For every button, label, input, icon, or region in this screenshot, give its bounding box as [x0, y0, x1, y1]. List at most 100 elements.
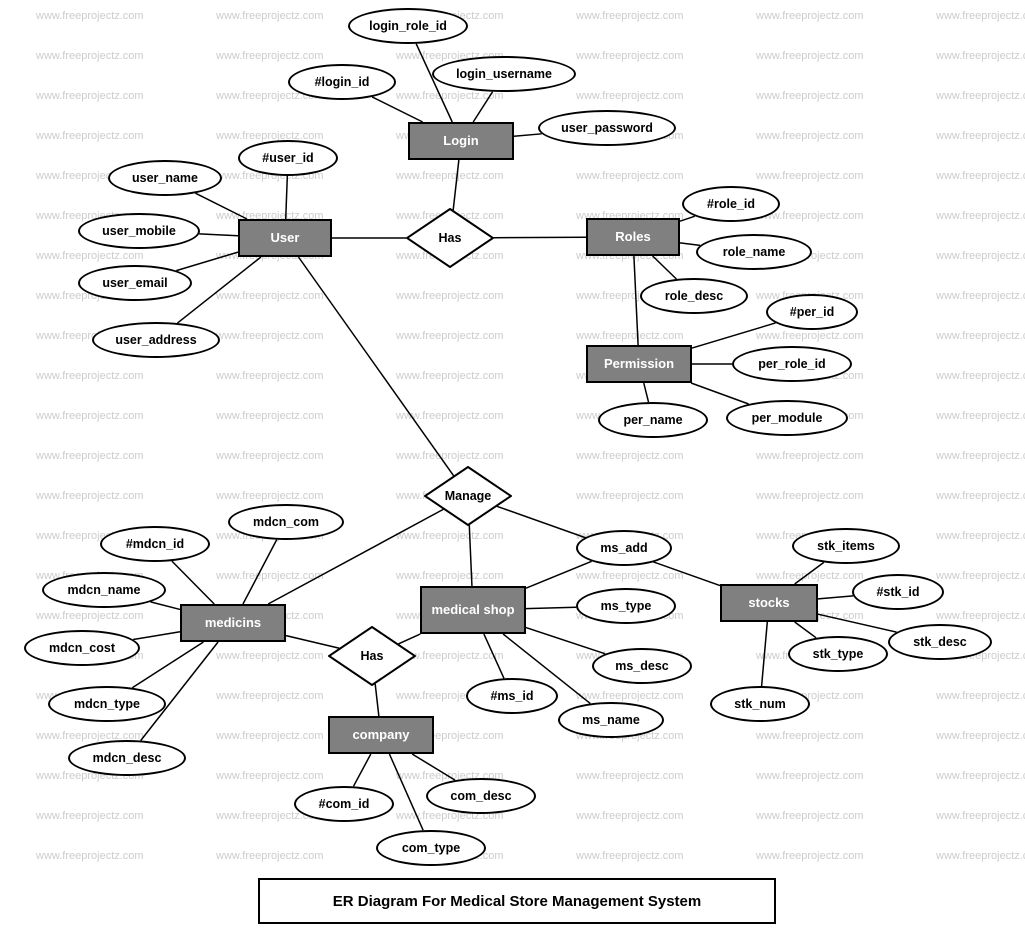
- watermark: www.freeprojectz.com: [216, 50, 324, 62]
- watermark: www.freeprojectz.com: [396, 170, 504, 182]
- watermark: www.freeprojectz.com: [576, 810, 684, 822]
- watermark: www.freeprojectz.com: [936, 610, 1025, 622]
- attr-ms_name: ms_name: [558, 702, 664, 738]
- watermark: www.freeprojectz.com: [36, 610, 144, 622]
- watermark: www.freeprojectz.com: [396, 450, 504, 462]
- watermark: www.freeprojectz.com: [576, 10, 684, 22]
- entity-user: User: [238, 219, 332, 257]
- attr-login_role_id: login_role_id: [348, 8, 468, 44]
- watermark: www.freeprojectz.com: [756, 90, 864, 102]
- watermark: www.freeprojectz.com: [756, 450, 864, 462]
- watermark: www.freeprojectz.com: [216, 770, 324, 782]
- entity-medical_shop: medical shop: [420, 586, 526, 634]
- watermark: www.freeprojectz.com: [576, 330, 684, 342]
- watermark: www.freeprojectz.com: [756, 810, 864, 822]
- attr-mdcn_desc: mdcn_desc: [68, 740, 186, 776]
- watermark: www.freeprojectz.com: [216, 650, 324, 662]
- watermark: www.freeprojectz.com: [756, 730, 864, 742]
- watermark: www.freeprojectz.com: [216, 330, 324, 342]
- watermark: www.freeprojectz.com: [576, 170, 684, 182]
- attr-mdcn_cost: mdcn_cost: [24, 630, 140, 666]
- attr-user_mobile: user_mobile: [78, 213, 200, 249]
- watermark: www.freeprojectz.com: [756, 850, 864, 862]
- attr-login_username: login_username: [432, 56, 576, 92]
- diagram-title-text: ER Diagram For Medical Store Management …: [333, 893, 701, 910]
- watermark: www.freeprojectz.com: [756, 490, 864, 502]
- watermark: www.freeprojectz.com: [576, 770, 684, 782]
- er-diagram-canvas: www.freeprojectz.com www.freeprojectz.com…: [0, 0, 1025, 941]
- watermark: www.freeprojectz.com: [936, 450, 1025, 462]
- watermark: www.freeprojectz.com: [756, 570, 864, 582]
- entity-company: company: [328, 716, 434, 754]
- relationship-manage: Manage: [424, 466, 512, 526]
- watermark: www.freeprojectz.com: [756, 330, 864, 342]
- watermark: www.freeprojectz.com: [396, 570, 504, 582]
- watermark: www.freeprojectz.com: [36, 850, 144, 862]
- watermark: www.freeprojectz.com: [936, 210, 1025, 222]
- watermark: www.freeprojectz.com: [576, 850, 684, 862]
- diagram-title: ER Diagram For Medical Store Management …: [258, 878, 776, 924]
- attr-mdcn_com: mdcn_com: [228, 504, 344, 540]
- attr-stk_num: stk_num: [710, 686, 810, 722]
- watermark: www.freeprojectz.com: [936, 530, 1025, 542]
- attr-role_desc: role_desc: [640, 278, 748, 314]
- attr-user_address: user_address: [92, 322, 220, 358]
- watermark: www.freeprojectz.com: [936, 290, 1025, 302]
- watermark: www.freeprojectz.com: [36, 50, 144, 62]
- watermark: www.freeprojectz.com: [36, 410, 144, 422]
- entity-stocks: stocks: [720, 584, 818, 622]
- entity-permission: Permission: [586, 345, 692, 383]
- watermark: www.freeprojectz.com: [936, 570, 1025, 582]
- watermark: www.freeprojectz.com: [936, 130, 1025, 142]
- attr-ms_type: ms_type: [576, 588, 676, 624]
- watermark: www.freeprojectz.com: [216, 410, 324, 422]
- watermark: www.freeprojectz.com: [936, 50, 1025, 62]
- watermark: www.freeprojectz.com: [216, 570, 324, 582]
- attr-user_name: user_name: [108, 160, 222, 196]
- watermark: www.freeprojectz.com: [396, 90, 504, 102]
- watermark: www.freeprojectz.com: [936, 850, 1025, 862]
- watermark: www.freeprojectz.com: [36, 10, 144, 22]
- watermark: www.freeprojectz.com: [576, 570, 684, 582]
- attr-per_name: per_name: [598, 402, 708, 438]
- watermark: www.freeprojectz.com: [756, 10, 864, 22]
- watermark: www.freeprojectz.com: [576, 90, 684, 102]
- attr-stk_id: #stk_id: [852, 574, 944, 610]
- entity-roles: Roles: [586, 218, 680, 256]
- attr-mdcn_type: mdcn_type: [48, 686, 166, 722]
- watermark: www.freeprojectz.com: [936, 730, 1025, 742]
- attr-per_role_id: per_role_id: [732, 346, 852, 382]
- watermark: www.freeprojectz.com: [936, 490, 1025, 502]
- watermark: www.freeprojectz.com: [216, 10, 324, 22]
- watermark: www.freeprojectz.com: [216, 290, 324, 302]
- watermark: www.freeprojectz.com: [936, 330, 1025, 342]
- watermark: www.freeprojectz.com: [216, 730, 324, 742]
- attr-mdcn_name: mdcn_name: [42, 572, 166, 608]
- watermark: www.freeprojectz.com: [936, 810, 1025, 822]
- watermark: www.freeprojectz.com: [756, 770, 864, 782]
- watermark: www.freeprojectz.com: [396, 370, 504, 382]
- watermark: www.freeprojectz.com: [36, 250, 144, 262]
- attr-mdcn_id: #mdcn_id: [100, 526, 210, 562]
- attr-stk_items: stk_items: [792, 528, 900, 564]
- watermark: www.freeprojectz.com: [216, 450, 324, 462]
- entity-medicins: medicins: [180, 604, 286, 642]
- watermark: www.freeprojectz.com: [36, 130, 144, 142]
- attr-user_id: #user_id: [238, 140, 338, 176]
- watermark: www.freeprojectz.com: [756, 170, 864, 182]
- watermark: www.freeprojectz.com: [576, 50, 684, 62]
- watermark: www.freeprojectz.com: [36, 370, 144, 382]
- watermark: www.freeprojectz.com: [36, 450, 144, 462]
- attr-login_id: #login_id: [288, 64, 396, 100]
- watermark: www.freeprojectz.com: [396, 290, 504, 302]
- attr-com_desc: com_desc: [426, 778, 536, 814]
- watermark: www.freeprojectz.com: [216, 850, 324, 862]
- watermark: www.freeprojectz.com: [36, 810, 144, 822]
- attr-user_email: user_email: [78, 265, 192, 301]
- watermark: www.freeprojectz.com: [936, 370, 1025, 382]
- attr-role_id: #role_id: [682, 186, 780, 222]
- watermark: www.freeprojectz.com: [756, 50, 864, 62]
- watermark: www.freeprojectz.com: [936, 170, 1025, 182]
- watermark: www.freeprojectz.com: [396, 410, 504, 422]
- watermark: www.freeprojectz.com: [36, 90, 144, 102]
